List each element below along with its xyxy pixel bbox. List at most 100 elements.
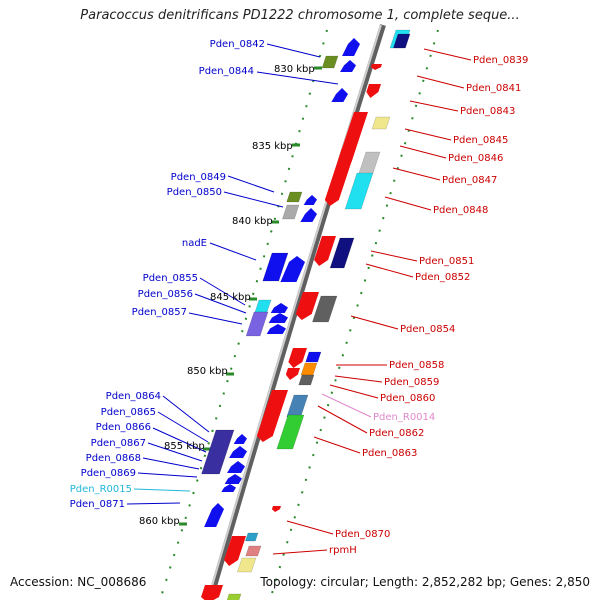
gene-label[interactable]: Pden_0847 [442,175,497,186]
leader-line [313,436,361,454]
gene-arrow [370,64,382,70]
gene-feature [344,172,374,210]
gene-feature [282,204,300,220]
gene-label[interactable]: Pden_0867 [91,438,146,449]
leader-line [157,411,209,443]
gene-label[interactable]: Pden_0842 [210,39,265,50]
gene-label[interactable]: Pden_0864 [106,391,161,402]
gene-label[interactable]: Pden_0858 [389,360,444,371]
kbp-label: 845 kbp [210,292,251,303]
gene-label[interactable]: Pden_0860 [380,393,435,404]
leader-line [365,263,414,278]
kbp-tick-marks [179,66,322,526]
gene-label[interactable]: Pden_R0014 [373,412,435,423]
gene-label[interactable]: Pden_0846 [448,153,503,164]
gene-arrow [271,506,281,512]
gene-arrow [256,390,288,442]
gene-feature [237,557,257,573]
backbone [207,24,386,600]
gene-label[interactable]: Pden_0856 [138,289,193,300]
gene-feature [300,362,318,376]
leader-line [317,405,368,434]
gene-arrow [224,474,242,484]
kbp-label: 850 kbp [187,366,228,377]
gene-label[interactable]: Pden_0850 [167,187,222,198]
gene-label[interactable]: Pden_0871 [70,499,125,510]
gene-label[interactable]: Pden_0841 [466,83,521,94]
leader-line [286,520,334,535]
gene-arrow [366,84,381,98]
gene-feature [276,414,305,450]
leader-line [384,196,432,211]
leader-line [321,393,372,418]
gene-label[interactable]: Pden_0852 [415,272,470,283]
leader-line [266,43,321,58]
gene-label[interactable]: Pden_0843 [460,106,515,117]
gene-label[interactable]: nadE [182,238,207,249]
leader-line [199,277,246,306]
gene-label[interactable]: Pden_0859 [384,377,439,388]
gene-arrow [233,434,247,444]
topology-summary: Topology: circular; Length: 2,852,282 bp… [260,575,590,589]
leader-line [334,375,383,383]
gene-arrow [324,148,356,206]
kbp-label: 840 kbp [232,216,273,227]
leader-line [370,250,418,262]
gene-arrow [201,585,223,600]
gene-label[interactable]: rpmH [329,545,357,556]
gene-label[interactable]: Pden_0862 [369,428,424,439]
leader-line [392,167,441,181]
leader-line [350,315,399,330]
gene-feature [393,33,411,49]
gene-arrow [295,292,319,320]
gene-label[interactable]: Pden_0865 [101,407,156,418]
leader-line [416,75,465,89]
gene-label[interactable]: Pden_0869 [81,468,136,479]
leader-line [133,488,191,492]
gene-label[interactable]: Pden_0866 [96,422,151,433]
gene-label[interactable]: Pden_0849 [171,172,226,183]
kbp-label: 835 kbp [252,141,293,152]
gene-feature [298,374,315,386]
gene-label[interactable]: Pden_0868 [86,453,141,464]
gene-arrow [224,536,246,566]
gene-label[interactable]: Pden_0863 [362,448,417,459]
gene-feature [312,295,338,323]
gene-label[interactable]: Pden_0839 [473,55,528,66]
gene-arrow [204,503,224,527]
gene-label[interactable]: Pden_0854 [400,324,455,335]
accession-text: Accession: NC_008686 [10,575,147,589]
leader-line [409,100,459,112]
leader-line [147,442,203,462]
gene-label[interactable]: Pden_0855 [143,273,198,284]
leader-line [126,502,181,505]
leader-line [188,312,243,325]
gene-arrow [280,256,305,282]
gene-feature [358,151,381,175]
dotted-guides [159,29,439,600]
gene-label[interactable]: Pden_0844 [199,66,254,77]
gene-arrow [227,461,245,473]
gene-label[interactable]: Pden_0848 [433,205,488,216]
gene-feature [329,237,355,269]
gene-label[interactable]: Pden_0845 [453,135,508,146]
gene-feature [321,55,339,69]
map-title: Paracoccus denitrificans PD1222 chromoso… [80,8,520,23]
gene-arrow [303,195,317,205]
leader-line [142,457,200,470]
gene-label[interactable]: Pden_0851 [419,256,474,267]
gene-arrow [300,208,317,222]
leader-line [423,48,472,61]
gene-arrow [221,484,236,492]
gene-label[interactable]: Pden_0870 [335,529,390,540]
gene-arrow [314,236,336,266]
gene-feature [254,299,272,313]
gene-label[interactable]: Pden_R0015 [70,484,132,495]
leader-line [152,427,207,453]
gene-arrow [268,313,288,323]
leader-line [404,128,452,141]
gene-arrow [342,38,360,56]
leader-line [329,384,379,399]
gene-label[interactable]: Pden_0857 [132,307,187,318]
gene-feature [201,429,235,475]
